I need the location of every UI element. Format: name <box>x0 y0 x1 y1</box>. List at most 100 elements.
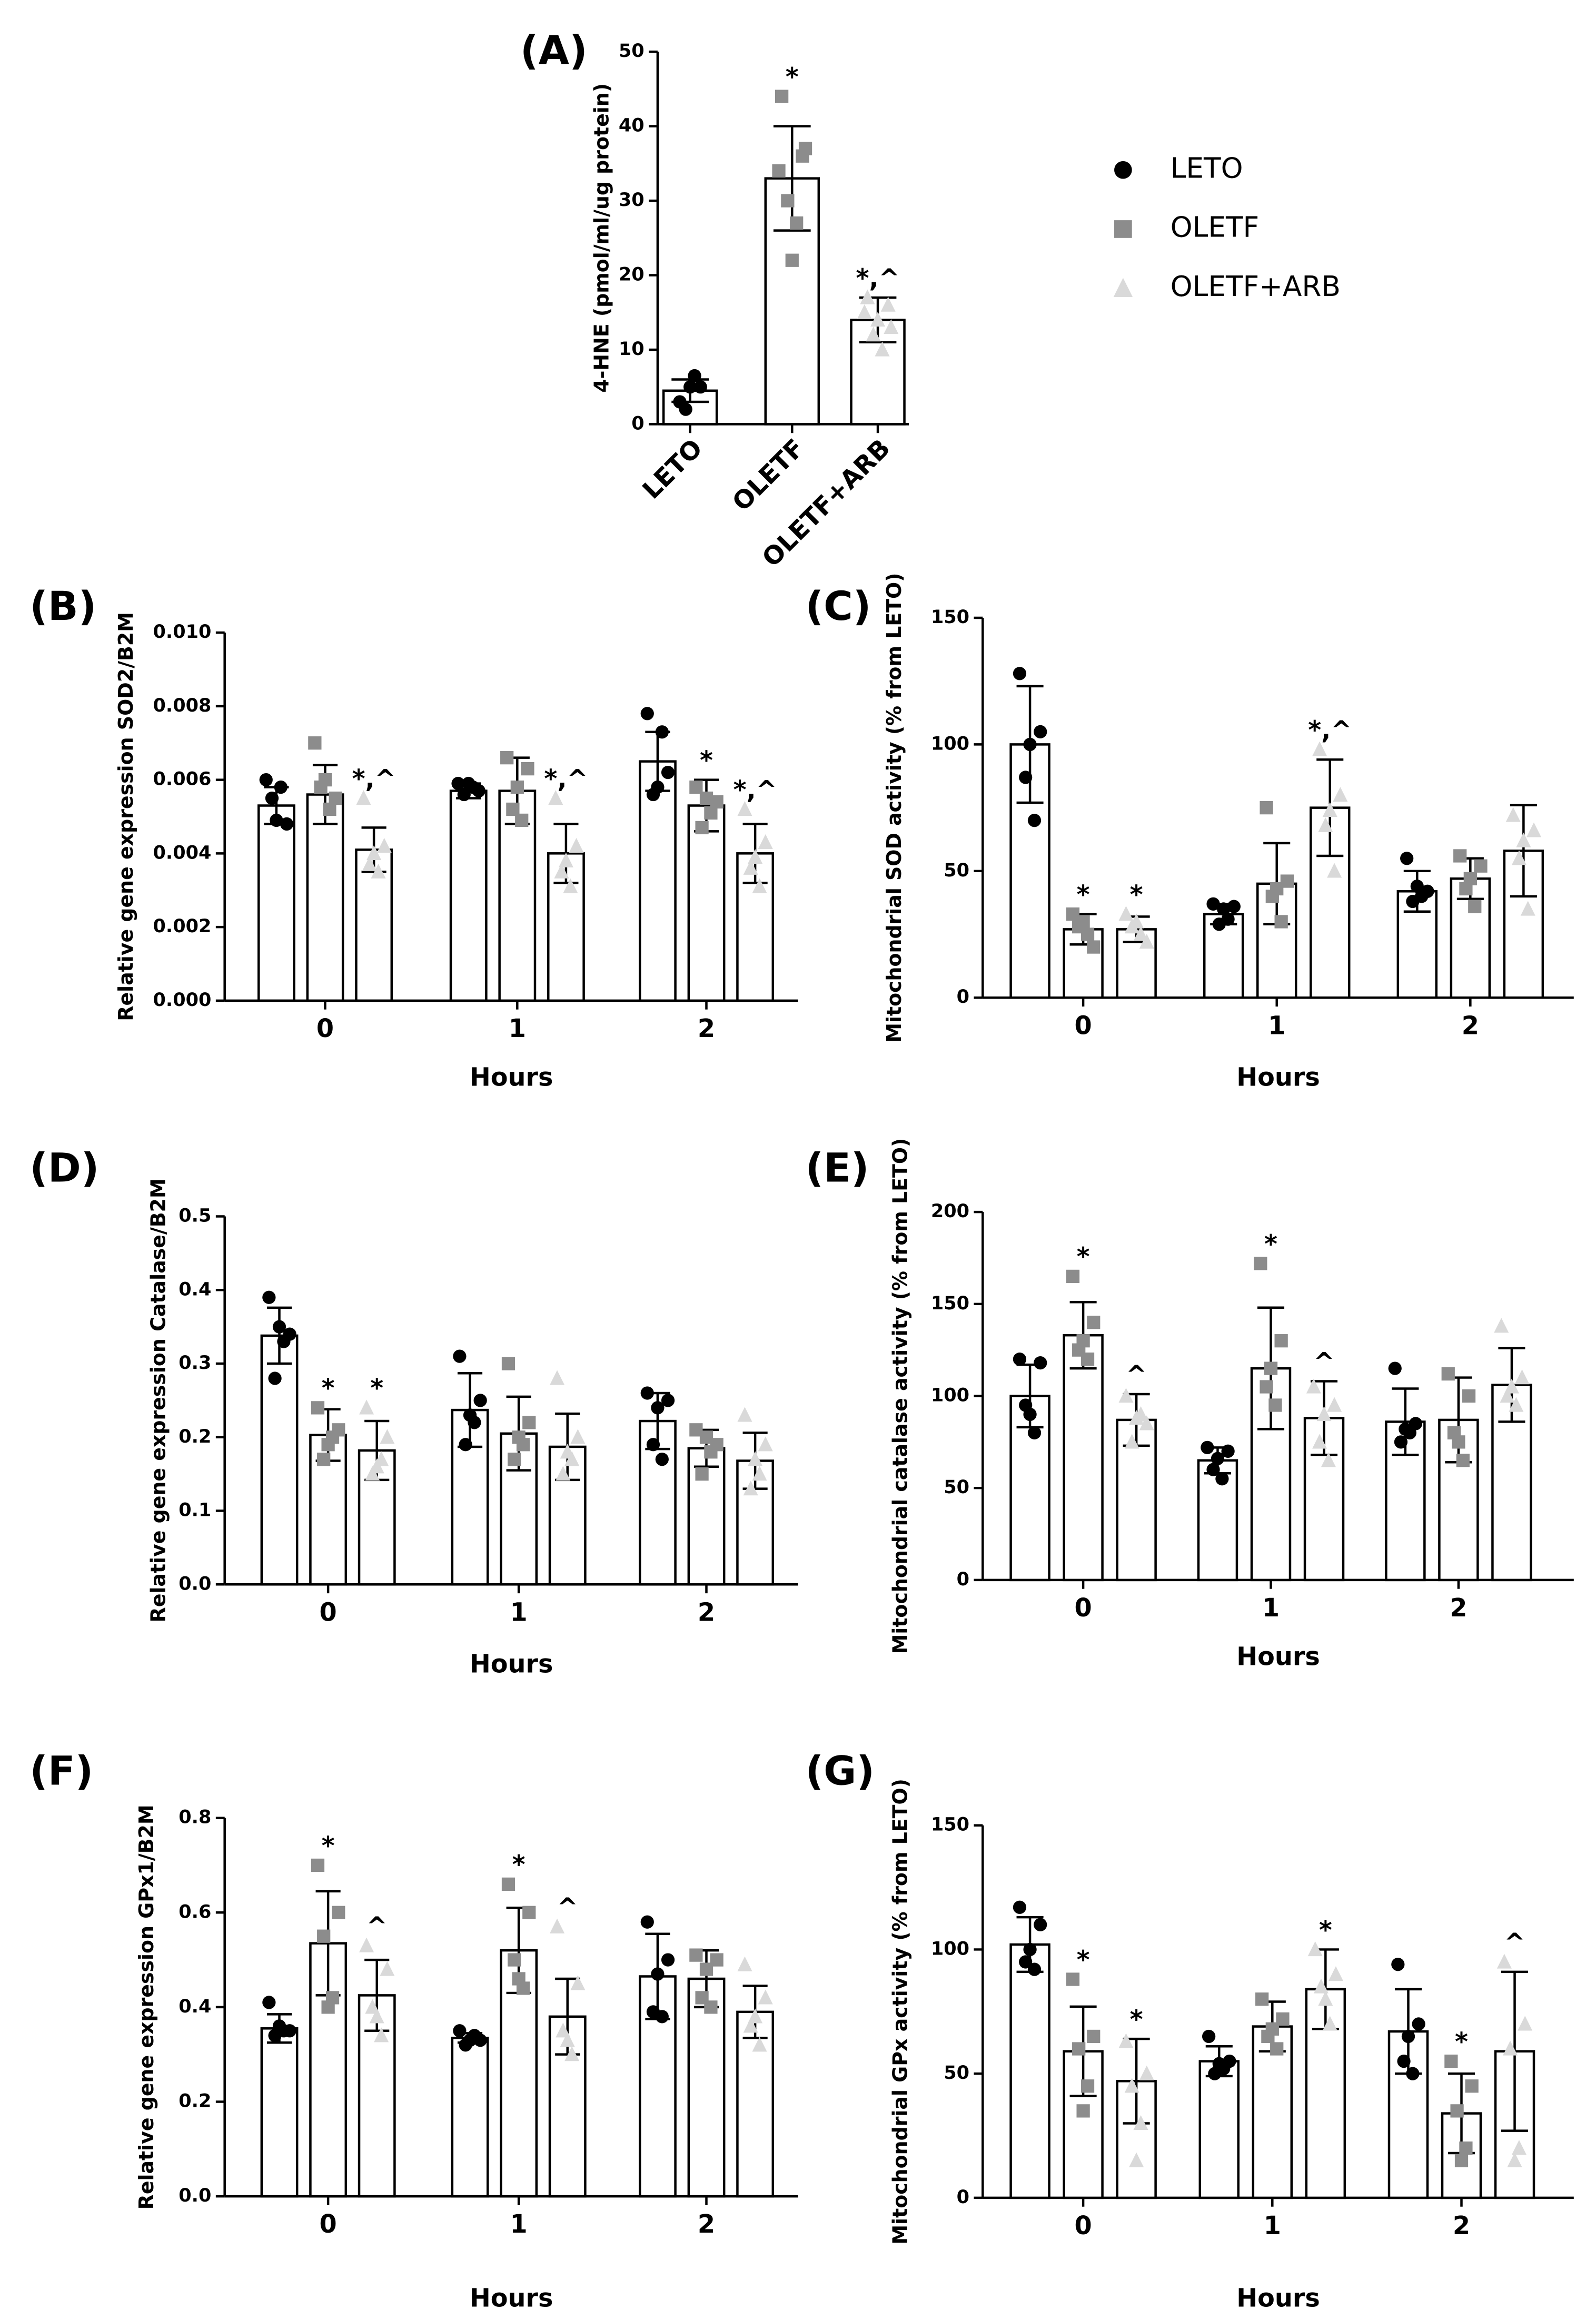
data-point <box>1027 1962 1042 1976</box>
data-point <box>1080 1352 1095 1366</box>
bar <box>1063 1334 1104 1582</box>
data-point <box>1410 880 1424 893</box>
y-tick-label: 0 <box>957 986 969 1008</box>
x-tick-label: 1 <box>1268 1011 1285 1040</box>
data-point <box>884 319 899 334</box>
data-point <box>798 142 812 155</box>
y-tick-label: 150 <box>931 1814 969 1836</box>
data-point <box>752 1466 767 1481</box>
data-point <box>748 2008 763 2024</box>
bar <box>1009 1943 1050 2199</box>
data-point <box>563 878 578 893</box>
data-point <box>1318 1991 1333 2006</box>
data-point <box>380 1429 395 1444</box>
panel-label: (F) <box>29 1748 93 1794</box>
annotation: * <box>1077 1946 1090 1975</box>
annotation: * <box>700 746 713 775</box>
data-point <box>359 1399 374 1415</box>
data-point <box>1450 2104 1464 2118</box>
data-point <box>1118 906 1134 921</box>
data-point <box>1307 1941 1323 1957</box>
data-point <box>758 834 773 849</box>
data-point <box>262 1290 276 1304</box>
data-point <box>1206 897 1220 911</box>
data-point <box>317 1929 331 1943</box>
y-tick-label: 50 <box>944 2062 969 2084</box>
data-point <box>699 1430 713 1444</box>
data-point <box>1212 2057 1226 2070</box>
annotation: ^ <box>366 1912 388 1941</box>
y-tick-label: 0 <box>957 1568 969 1590</box>
data-point <box>1312 741 1327 756</box>
data-point <box>1505 807 1521 822</box>
data-point <box>1076 1334 1090 1348</box>
annotation: *,^ <box>1308 716 1352 745</box>
data-point <box>380 1961 395 1976</box>
legend-label: OLETF <box>1171 211 1260 244</box>
y-tick-label: 0.0 <box>179 2185 211 2206</box>
data-point <box>512 1972 526 1986</box>
y-tick-label: 30 <box>619 189 645 211</box>
data-point <box>1321 1452 1336 1467</box>
annotation: * <box>322 1374 335 1403</box>
data-point <box>661 765 675 779</box>
data-point <box>548 790 563 805</box>
y-axis-label: Relative gene expression GPx1/B2M <box>135 1804 158 2209</box>
data-point <box>277 1335 291 1348</box>
data-point <box>1507 2152 1522 2167</box>
x-tick-label: 1 <box>510 1598 528 1627</box>
annotation: * <box>1077 881 1090 910</box>
data-point <box>522 1906 536 1919</box>
data-point <box>651 1967 665 1981</box>
data-point <box>265 791 279 805</box>
bar <box>260 1334 299 1586</box>
annotation: ^ <box>1314 1348 1335 1377</box>
data-point <box>318 773 332 787</box>
data-point <box>870 311 886 327</box>
data-point <box>1013 667 1027 680</box>
x-axis-label: Hours <box>470 2284 553 2313</box>
data-point <box>500 751 514 765</box>
x-tick-label: 2 <box>698 1598 715 1627</box>
data-point <box>1318 817 1333 832</box>
x-tick-label: OLETF <box>727 433 810 517</box>
data-point <box>640 707 654 721</box>
x-tick-label: 2 <box>1450 1594 1467 1623</box>
y-tick-label: 0.1 <box>179 1499 211 1521</box>
x-tick-label: 2 <box>698 1014 715 1043</box>
x-tick-label: 2 <box>698 2210 715 2239</box>
data-point <box>272 2019 286 2033</box>
data-point <box>1211 1452 1225 1465</box>
data-point <box>1509 1397 1524 1412</box>
y-tick-label: 20 <box>619 264 645 285</box>
x-axis-label: Hours <box>1236 2284 1320 2313</box>
data-point <box>1114 161 1132 179</box>
data-point <box>462 776 475 791</box>
data-point <box>1139 934 1154 949</box>
data-point <box>640 1915 654 1929</box>
y-axis-label: Mitochondrial SOD activity (% from LETO) <box>883 573 906 1043</box>
data-point <box>1401 2029 1415 2044</box>
annotation: ^ <box>1126 1360 1147 1389</box>
annotation: * <box>786 63 799 92</box>
data-point <box>1087 1316 1101 1329</box>
data-point <box>1412 2017 1425 2031</box>
data-point <box>743 2018 758 2033</box>
data-point <box>1406 2067 1420 2080</box>
y-tick-label: 0.008 <box>153 695 212 716</box>
data-point <box>1526 822 1542 837</box>
y-tick-label: 0.006 <box>153 768 212 790</box>
data-point <box>1124 2078 1139 2093</box>
data-point <box>737 801 752 816</box>
bar <box>306 793 344 1002</box>
data-point <box>860 289 875 304</box>
bar <box>687 1977 726 2198</box>
annotation: * <box>1130 881 1143 910</box>
data-point <box>1327 863 1342 878</box>
data-point <box>1504 1378 1519 1394</box>
data-point <box>1139 2065 1154 2080</box>
y-tick-label: 10 <box>619 338 645 360</box>
data-point <box>880 297 896 312</box>
data-point <box>875 341 890 357</box>
data-point <box>1264 1361 1278 1375</box>
